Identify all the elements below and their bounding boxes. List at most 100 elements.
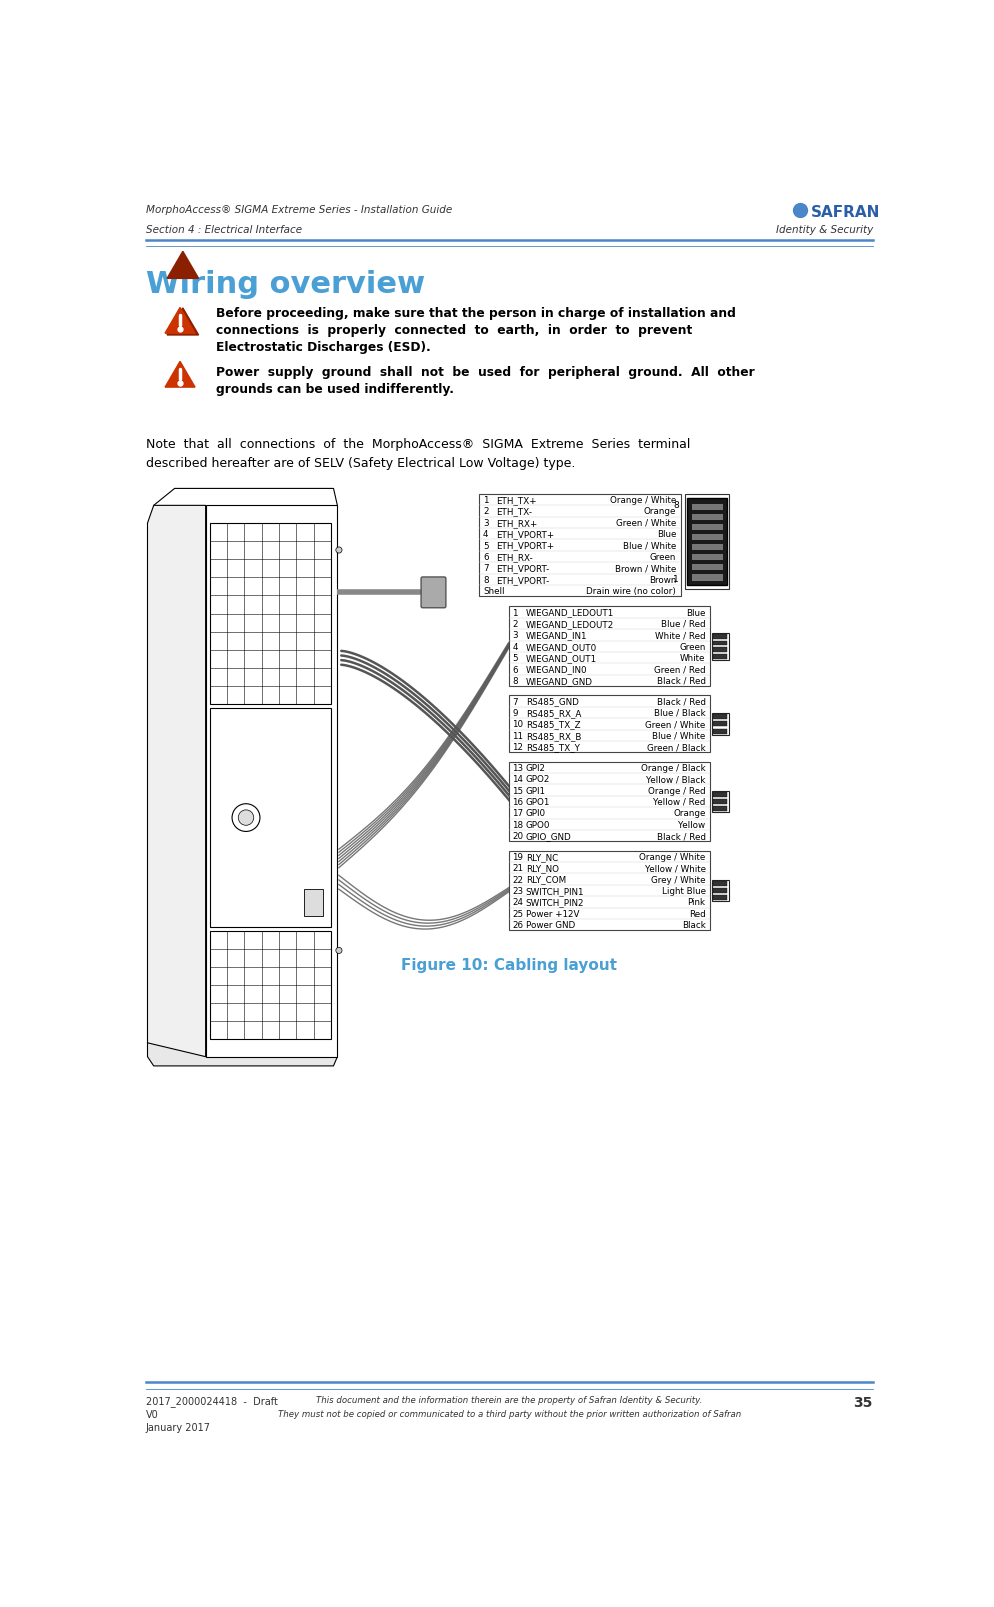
Text: 2017_2000024418  -  Draft: 2017_2000024418 - Draft	[146, 1395, 278, 1406]
Text: 5: 5	[483, 542, 489, 550]
Text: RLY_NO: RLY_NO	[526, 863, 559, 873]
Text: 6: 6	[483, 553, 489, 561]
Text: 35: 35	[854, 1395, 873, 1409]
Bar	[714, 889, 728, 893]
Bar	[712, 791, 729, 813]
Text: Blue / White: Blue / White	[652, 731, 706, 741]
Text: Black: Black	[682, 921, 706, 929]
Text: 4: 4	[513, 643, 518, 651]
Text: RLY_COM: RLY_COM	[526, 876, 566, 884]
Bar	[509, 696, 710, 754]
FancyBboxPatch shape	[421, 577, 446, 609]
Text: ETH_TX+: ETH_TX+	[496, 495, 537, 505]
Text: WIEGAND_LEDOUT2: WIEGAND_LEDOUT2	[526, 620, 614, 628]
Text: Note  that  all  connections  of  the  MorphoAccess®  SIGMA  Extreme  Series  te: Note that all connections of the MorphoA…	[146, 437, 690, 450]
Text: White / Red: White / Red	[655, 632, 706, 640]
Text: RLY_NC: RLY_NC	[526, 852, 558, 861]
Text: SAFRAN: SAFRAN	[811, 204, 881, 220]
Text: ETH_VPORT-: ETH_VPORT-	[496, 564, 550, 574]
Text: 10: 10	[513, 720, 524, 730]
Text: 11: 11	[513, 731, 524, 741]
Text: 16: 16	[513, 797, 524, 807]
Bar	[714, 641, 728, 646]
Bar	[692, 535, 723, 540]
Text: 8: 8	[673, 501, 679, 509]
Text: Orange / White: Orange / White	[609, 495, 676, 505]
Text: RS485_TX_Y: RS485_TX_Y	[526, 742, 580, 752]
Text: January 2017: January 2017	[146, 1422, 211, 1432]
Polygon shape	[167, 252, 199, 280]
Bar	[210, 932, 331, 1040]
Bar	[714, 807, 728, 812]
Text: Orange: Orange	[673, 808, 706, 818]
Text: GPO0: GPO0	[526, 820, 551, 829]
Bar	[692, 514, 723, 521]
Bar	[210, 709, 331, 927]
Circle shape	[336, 948, 342, 955]
Text: Yellow / Red: Yellow / Red	[653, 797, 706, 807]
Text: Green: Green	[679, 643, 706, 651]
Bar	[712, 714, 729, 734]
Bar	[509, 762, 710, 842]
Circle shape	[232, 804, 260, 832]
Text: 25: 25	[513, 910, 524, 918]
Text: 8: 8	[483, 575, 489, 585]
Bar	[714, 895, 728, 900]
Text: 1: 1	[513, 607, 518, 617]
Text: Blue / Red: Blue / Red	[661, 620, 706, 628]
Text: ETH_RX-: ETH_RX-	[496, 553, 533, 561]
Text: Yellow / White: Yellow / White	[644, 863, 706, 873]
Text: WIEGAND_IN0: WIEGAND_IN0	[526, 665, 587, 673]
Text: Blue / White: Blue / White	[623, 542, 676, 550]
Bar	[692, 566, 723, 570]
Bar	[304, 889, 323, 916]
Text: Orange / Red: Orange / Red	[648, 786, 706, 795]
Text: Black / Red: Black / Red	[656, 697, 706, 705]
Text: 7: 7	[513, 697, 518, 705]
Text: RS485_RX_B: RS485_RX_B	[526, 731, 581, 741]
Text: V0: V0	[146, 1409, 159, 1419]
Text: GPO1: GPO1	[526, 797, 550, 807]
Text: 14: 14	[513, 775, 524, 784]
Bar	[714, 654, 728, 659]
Text: Grey / White: Grey / White	[651, 876, 706, 884]
Bar	[714, 792, 728, 797]
Text: Before proceeding, make sure that the person in charge of installation and: Before proceeding, make sure that the pe…	[216, 307, 736, 320]
Text: Figure 10: Cabling layout: Figure 10: Cabling layout	[402, 958, 617, 972]
Text: Power GND: Power GND	[526, 921, 575, 929]
Bar	[692, 554, 723, 561]
Text: Blue / Black: Blue / Black	[654, 709, 706, 718]
Text: Orange: Orange	[644, 508, 676, 516]
Text: MorphoAccess® SIGMA Extreme Series - Installation Guide: MorphoAccess® SIGMA Extreme Series - Ins…	[146, 204, 452, 214]
Text: Yellow / Black: Yellow / Black	[646, 775, 706, 784]
Text: This document and the information therein are the property of Safran Identity & : This document and the information therei…	[316, 1395, 703, 1405]
Text: GPIO_GND: GPIO_GND	[526, 832, 572, 840]
Text: 8: 8	[513, 677, 518, 686]
Text: SWITCH_PIN2: SWITCH_PIN2	[526, 898, 584, 906]
Text: 6: 6	[513, 665, 518, 673]
Text: 21: 21	[513, 863, 524, 873]
Text: 18: 18	[513, 820, 524, 829]
Text: 15: 15	[513, 786, 524, 795]
Polygon shape	[206, 506, 337, 1057]
Bar	[692, 575, 723, 582]
Text: 1: 1	[483, 495, 489, 505]
Text: ETH_RX+: ETH_RX+	[496, 519, 538, 527]
Text: Brown / White: Brown / White	[615, 564, 676, 574]
Text: 9: 9	[513, 709, 518, 718]
Text: WIEGAND_OUT0: WIEGAND_OUT0	[526, 643, 597, 651]
Text: Light Blue: Light Blue	[661, 887, 706, 895]
Text: Power +12V: Power +12V	[526, 910, 580, 918]
Text: GPI1: GPI1	[526, 786, 546, 795]
Text: WIEGAND_OUT1: WIEGAND_OUT1	[526, 654, 596, 662]
Text: WIEGAND_GND: WIEGAND_GND	[526, 677, 592, 686]
Text: ETH_VPORT+: ETH_VPORT+	[496, 530, 555, 538]
Text: Section 4 : Electrical Interface: Section 4 : Electrical Interface	[146, 225, 302, 235]
Bar	[692, 524, 723, 530]
Text: 3: 3	[513, 632, 518, 640]
Text: Green / White: Green / White	[645, 720, 706, 730]
Polygon shape	[147, 506, 206, 1057]
Text: 2: 2	[483, 508, 489, 516]
Bar	[210, 524, 331, 704]
Bar	[685, 495, 729, 590]
